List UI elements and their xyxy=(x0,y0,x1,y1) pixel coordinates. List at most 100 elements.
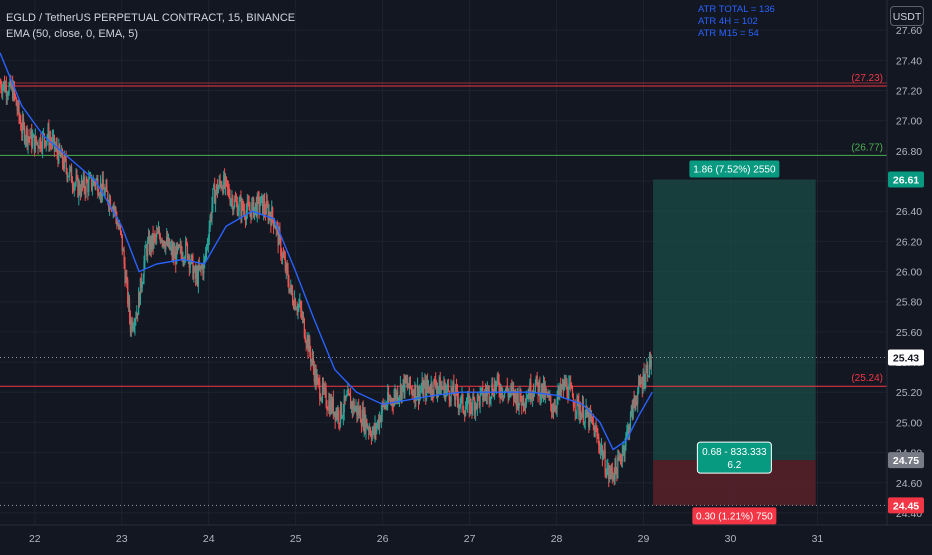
candle-body xyxy=(164,246,166,250)
candle-body xyxy=(554,406,556,408)
candle-body xyxy=(382,402,384,404)
candle-body xyxy=(120,231,122,235)
candle-body xyxy=(449,399,451,402)
candle-body xyxy=(362,409,364,429)
candle-body xyxy=(54,147,56,149)
candle-body xyxy=(163,240,165,247)
candle-body xyxy=(238,201,240,211)
candle-body xyxy=(189,263,191,268)
candle-body xyxy=(275,225,277,230)
candle-body xyxy=(306,336,308,345)
candle-body xyxy=(635,400,637,404)
candle-body xyxy=(582,403,584,424)
price-tick-label: 26.20 xyxy=(896,236,922,248)
candle-body xyxy=(443,381,445,390)
price-badge: 24.75 xyxy=(893,455,919,467)
candle-body xyxy=(587,412,589,417)
price-tick-label: 27.20 xyxy=(896,86,922,98)
candle-body xyxy=(23,125,26,142)
candle-body xyxy=(34,136,36,152)
candle-body xyxy=(58,144,60,163)
candle-body xyxy=(557,389,559,398)
candle-body xyxy=(59,144,61,153)
candle-body xyxy=(351,402,353,410)
candle-body xyxy=(262,201,265,215)
candle-body xyxy=(14,94,16,98)
candle-body xyxy=(56,144,58,153)
candle-body xyxy=(622,446,624,454)
candle-body xyxy=(128,298,131,318)
candle-body xyxy=(601,446,603,460)
currency-button[interactable]: USDT xyxy=(890,6,924,26)
candle-body xyxy=(497,375,499,382)
candle-body xyxy=(543,381,546,397)
candle-body xyxy=(52,135,55,138)
candle-body xyxy=(632,399,634,419)
candle-body xyxy=(624,445,626,454)
candle-body xyxy=(450,387,452,402)
candle-body xyxy=(476,394,478,408)
candle-body xyxy=(178,244,180,247)
candle-body xyxy=(102,179,104,190)
candle-body xyxy=(471,407,473,410)
candle-body xyxy=(460,396,462,405)
candle-body xyxy=(38,147,40,149)
candle-body xyxy=(436,389,439,394)
candle-body xyxy=(628,426,630,436)
candle-body xyxy=(394,391,396,398)
candle-body xyxy=(406,382,408,384)
candle-body xyxy=(274,226,276,230)
price-badges: 26.61 25.43 24.75 24.45 xyxy=(888,171,924,514)
candle-body xyxy=(205,245,208,255)
candle-body xyxy=(578,400,580,416)
candle-body xyxy=(415,384,417,401)
candle-body xyxy=(31,130,33,148)
candle-body xyxy=(146,247,148,257)
candle-body xyxy=(39,137,41,149)
candle-body xyxy=(339,422,341,424)
candle-body xyxy=(161,239,163,244)
candle-body xyxy=(246,201,248,211)
price-tick-label: 26.00 xyxy=(896,267,922,279)
candle-body xyxy=(334,411,336,421)
candle-body xyxy=(637,391,639,404)
candle-body xyxy=(90,175,93,189)
candle-body xyxy=(464,412,466,416)
candle-body xyxy=(417,386,420,402)
candle-body xyxy=(405,376,407,383)
candle-body xyxy=(80,181,83,195)
candle-body xyxy=(198,265,200,270)
candle-body xyxy=(234,200,236,208)
candle-body xyxy=(594,427,596,437)
ema-line xyxy=(0,52,653,451)
price-badge: 25.43 xyxy=(893,353,919,365)
candle-body xyxy=(75,176,77,184)
candle-body xyxy=(176,244,179,249)
candle-body xyxy=(528,393,530,399)
candle-body xyxy=(352,401,354,410)
price-badge: 24.45 xyxy=(893,500,919,512)
candle-body xyxy=(302,316,305,319)
candle-body xyxy=(438,377,440,387)
candle-body xyxy=(48,127,50,146)
candle-body xyxy=(297,305,299,311)
candle-body xyxy=(185,241,187,259)
candle-body xyxy=(282,253,285,257)
candle-body xyxy=(9,78,11,85)
candle-body xyxy=(60,152,62,158)
candle-body xyxy=(541,383,543,396)
candle-body xyxy=(378,416,381,428)
candle-body xyxy=(241,200,243,216)
candle-body xyxy=(99,194,101,196)
candle-body xyxy=(431,382,433,394)
candle-body xyxy=(250,210,252,219)
candle-body xyxy=(430,382,432,394)
candle-body xyxy=(429,391,431,394)
candle-body xyxy=(269,212,271,218)
candle-body xyxy=(28,136,30,138)
candle-body xyxy=(175,251,177,264)
candle-body xyxy=(63,155,65,169)
candle-body xyxy=(412,393,414,395)
